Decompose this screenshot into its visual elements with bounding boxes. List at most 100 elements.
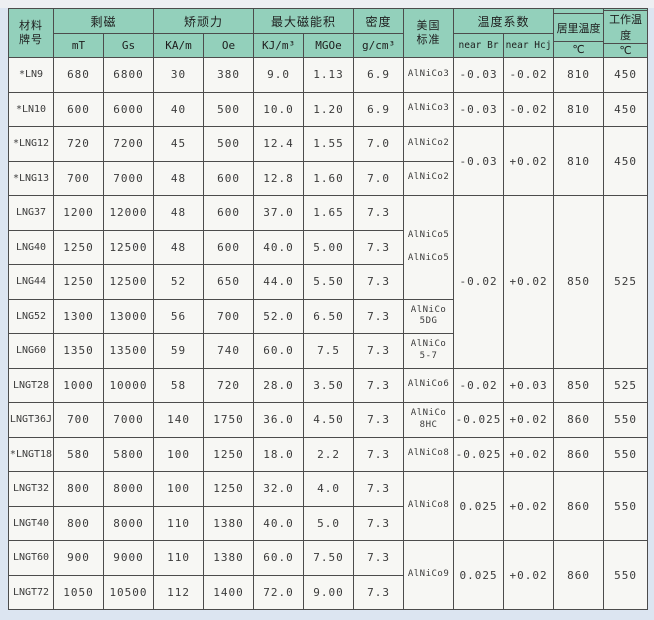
cell-coercivity-kam: 52 [153, 264, 205, 300]
cell-remanence-gs: 12000 [102, 195, 155, 231]
cell-coercivity-oe: 720 [203, 367, 255, 403]
cell-curie-temp: 860 [553, 436, 605, 472]
cell-remanence-mt: 900 [53, 540, 104, 576]
us-standard-line: AlNiCo9 [407, 569, 450, 580]
us-standard-label: 美国标准 [416, 19, 441, 46]
cell-coercivity-oe: 1750 [203, 402, 255, 438]
cell-temp-coeff-near-br: -0.02 [453, 195, 505, 369]
cell-energy-mgoe: 4.50 [303, 402, 355, 438]
cell-curie-temp: 850 [553, 195, 605, 369]
unit-gs: Gs [102, 33, 155, 58]
cell-remanence-gs: 12500 [102, 229, 155, 265]
cell-density: 7.3 [353, 264, 405, 300]
cell-us-standard: AlNiCo8 [403, 471, 455, 541]
cell-remanence-mt: 680 [53, 57, 104, 93]
table-body: *LN9 680 6800 30 380 9.0 1.13 6.9 AlNiCo3 -0.03 -0… [8, 57, 649, 610]
table-row: *LNG13 700 7000 48 600 12.8 1.60 7.0 AlNiCo2 [8, 160, 648, 196]
cell-coercivity-kam: 110 [153, 505, 205, 541]
cell-coercivity-oe: 1400 [203, 574, 255, 610]
working-temp-label: 工作温度 [604, 11, 647, 44]
cell-density: 7.3 [353, 298, 405, 334]
cell-coercivity-oe: 650 [203, 264, 255, 300]
cell-us-standard: AlNiCo6 [403, 367, 455, 403]
col-header-material-grade: 材料牌号 [8, 8, 54, 58]
col-group-density: 密度 [353, 8, 405, 34]
cell-remanence-gs: 7000 [102, 160, 155, 196]
cell-working-temp: 550 [603, 471, 649, 541]
cell-remanence-gs: 7200 [102, 126, 155, 162]
cell-energy-mgoe: 4.0 [303, 471, 355, 507]
cell-remanence-mt: 1250 [53, 264, 104, 300]
cell-density: 7.3 [353, 505, 405, 541]
cell-energy-mgoe: 1.65 [303, 195, 355, 231]
us-standard-line: AlNiCo2 [407, 172, 450, 183]
table-row: LNGT36J 700 7000 140 1750 36.0 4.50 7.3 AlNiCo 8H… [8, 402, 649, 438]
cell-density: 7.3 [353, 333, 405, 369]
cell-coercivity-kam: 58 [153, 367, 205, 403]
cell-remanence-mt: 700 [53, 160, 104, 196]
cell-remanence-mt: 700 [53, 402, 104, 438]
cell-density: 7.3 [353, 367, 405, 403]
cell-material-grade: LNGT32 [8, 471, 54, 507]
table-row: LNG44 1250 12500 52 650 44.0 5.50 7.3 [8, 264, 648, 300]
cell-temp-coeff-near-hcj: +0.02 [503, 402, 555, 438]
cell-material-grade: LNGT72 [8, 574, 54, 610]
cell-temp-coeff-near-hcj: +0.03 [503, 367, 555, 403]
cell-material-grade: LNGT28 [8, 367, 54, 403]
cell-energy-kj: 9.0 [253, 57, 305, 93]
us-standard-line: AlNiCo5 [407, 252, 450, 263]
cell-coercivity-oe: 380 [203, 57, 255, 93]
cell-coercivity-oe: 740 [203, 333, 255, 369]
cell-remanence-mt: 1200 [53, 195, 104, 231]
cell-energy-kj: 44.0 [253, 264, 305, 300]
cell-coercivity-kam: 110 [153, 540, 205, 576]
us-standard-line: AlNiCo2 [407, 137, 450, 148]
cell-energy-mgoe: 1.55 [303, 126, 355, 162]
cell-material-grade: *LN10 [8, 91, 54, 127]
cell-temp-coeff-near-hcj: +0.02 [503, 471, 555, 541]
cell-energy-kj: 28.0 [253, 367, 305, 403]
cell-temp-coeff-near-hcj: +0.02 [503, 126, 555, 196]
cell-remanence-gs: 13500 [102, 333, 155, 369]
cell-energy-kj: 18.0 [253, 436, 305, 472]
cell-density: 7.3 [353, 574, 405, 610]
cell-energy-mgoe: 3.50 [303, 367, 355, 403]
cell-us-standard: AlNiCo2 [403, 126, 455, 162]
cell-energy-mgoe: 7.5 [303, 333, 355, 369]
cell-material-grade: LNGT36J [8, 402, 54, 438]
cell-energy-mgoe: 5.0 [303, 505, 355, 541]
us-standard-line: AlNiCo8 [407, 448, 450, 459]
table-row: LNG52 1300 13000 56 700 52.0 6.50 7.3 AlNiCo 5DG [8, 298, 648, 334]
cell-material-grade: LNG37 [8, 195, 54, 231]
us-standard-line: AlNiCo [410, 304, 447, 315]
cell-material-grade: *LN9 [8, 57, 54, 93]
header-row-groups: 材料牌号 剩磁 矫顽力 最大磁能积 密度 美国标准 温度系数 居里温度 ℃ [8, 8, 649, 58]
cell-energy-kj: 40.0 [253, 505, 305, 541]
unit-mgoe: MGOe [303, 33, 355, 58]
cell-coercivity-oe: 600 [203, 229, 255, 265]
unit-near-br: near Br [453, 33, 505, 58]
table-header: 材料牌号 剩磁 矫顽力 最大磁能积 密度 美国标准 温度系数 居里温度 ℃ [8, 8, 649, 58]
cell-remanence-mt: 1000 [53, 367, 104, 403]
cell-remanence-gs: 10500 [102, 574, 155, 610]
cell-material-grade: LNGT40 [8, 505, 54, 541]
cell-remanence-gs: 7000 [102, 402, 155, 438]
cell-curie-temp: 860 [553, 540, 605, 610]
col-group-coercivity: 矫顽力 [153, 8, 255, 34]
cell-energy-mgoe: 5.00 [303, 229, 355, 265]
cell-curie-temp: 860 [553, 471, 605, 541]
unit-kjm3: KJ/m³ [253, 33, 305, 58]
cell-working-temp: 525 [603, 195, 649, 369]
col-header-us-standard: 美国标准 [403, 8, 455, 58]
cell-remanence-gs: 8000 [102, 505, 155, 541]
cell-density: 6.9 [353, 91, 405, 127]
cell-coercivity-oe: 500 [203, 91, 255, 127]
cell-curie-temp: 810 [553, 126, 605, 196]
cell-working-temp: 525 [603, 367, 649, 403]
cell-coercivity-kam: 56 [153, 298, 205, 334]
cell-us-standard: AlNiCo3 [403, 91, 455, 127]
cell-remanence-mt: 580 [53, 436, 104, 472]
cell-density: 7.3 [353, 540, 405, 576]
cell-temp-coeff-near-br: -0.03 [453, 126, 505, 196]
unit-oe: Oe [203, 33, 255, 58]
